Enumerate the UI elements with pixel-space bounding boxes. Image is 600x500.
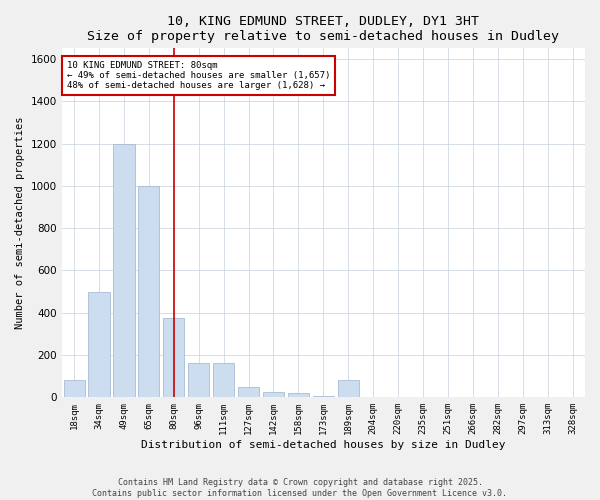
Bar (263, 392, 284, 398)
Bar (113, 144, 134, 398)
Bar (138, 186, 160, 398)
Bar (338, 380, 359, 398)
Bar (288, 393, 309, 398)
X-axis label: Distribution of semi-detached houses by size in Dudley: Distribution of semi-detached houses by … (141, 440, 506, 450)
Title: 10, KING EDMUND STREET, DUDLEY, DY1 3HT
Size of property relative to semi-detach: 10, KING EDMUND STREET, DUDLEY, DY1 3HT … (88, 15, 559, 43)
Bar (238, 387, 259, 398)
Text: Contains HM Land Registry data © Crown copyright and database right 2025.
Contai: Contains HM Land Registry data © Crown c… (92, 478, 508, 498)
Bar (163, 318, 184, 398)
Bar (88, 292, 110, 398)
Bar (213, 364, 234, 398)
Bar (188, 364, 209, 398)
Bar (313, 396, 334, 398)
Bar (64, 380, 85, 398)
Text: 10 KING EDMUND STREET: 80sqm
← 49% of semi-detached houses are smaller (1,657)
4: 10 KING EDMUND STREET: 80sqm ← 49% of se… (67, 60, 330, 90)
Y-axis label: Number of semi-detached properties: Number of semi-detached properties (15, 116, 25, 329)
